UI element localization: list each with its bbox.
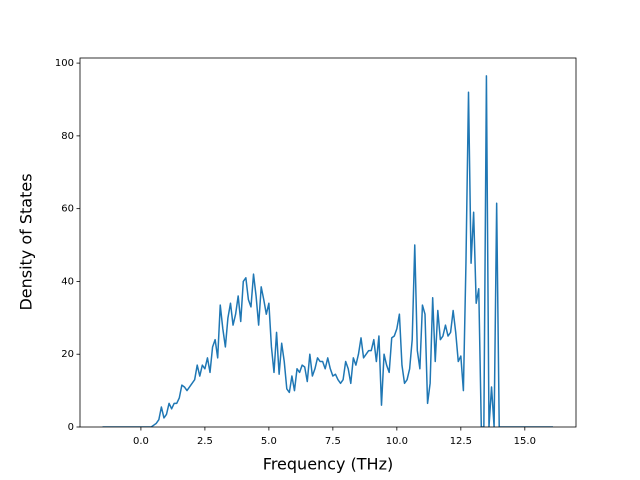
x-tick-label: 12.5 [450,436,472,447]
y-tick-label: 0 [68,422,74,433]
x-axis-label: Frequency (THz) [263,455,393,474]
data-line [102,75,553,427]
y-tick-label: 100 [55,58,74,69]
y-axis-label: Density of States [17,173,36,310]
x-tick-label: 7.5 [325,436,341,447]
x-tick-label: 15.0 [514,436,536,447]
x-tick-label: 2.5 [197,436,213,447]
x-tick-label: 5.0 [261,436,277,447]
y-tick-label: 60 [61,204,74,215]
y-tick-label: 80 [61,131,74,142]
y-tick-label: 40 [61,276,74,287]
x-tick-label: 0.0 [133,436,149,447]
x-tick-label: 10.0 [386,436,408,447]
y-tick-label: 20 [61,349,74,360]
plot-frame [79,57,577,428]
